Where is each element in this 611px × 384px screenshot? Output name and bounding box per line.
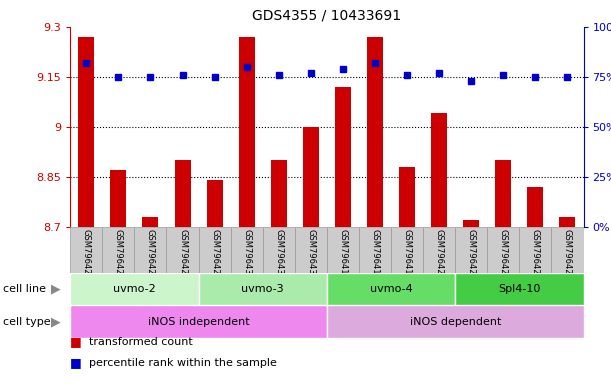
Bar bbox=[78, 37, 94, 227]
Bar bbox=[391, 227, 423, 273]
Bar bbox=[327, 273, 455, 305]
Bar bbox=[552, 227, 584, 273]
Bar bbox=[399, 167, 415, 227]
Text: percentile rank within the sample: percentile rank within the sample bbox=[89, 358, 276, 368]
Text: uvmo-2: uvmo-2 bbox=[113, 284, 156, 294]
Bar bbox=[175, 160, 191, 227]
Bar bbox=[303, 127, 319, 227]
Bar bbox=[463, 220, 479, 227]
Bar bbox=[142, 217, 158, 227]
Bar bbox=[431, 113, 447, 227]
Bar bbox=[231, 227, 263, 273]
Text: cell line: cell line bbox=[3, 284, 46, 294]
Bar bbox=[560, 217, 576, 227]
Text: uvmo-4: uvmo-4 bbox=[370, 284, 412, 294]
Bar bbox=[455, 273, 584, 305]
Bar bbox=[111, 170, 126, 227]
Bar bbox=[199, 227, 231, 273]
Bar bbox=[166, 227, 199, 273]
Text: GSM796428: GSM796428 bbox=[178, 229, 187, 280]
Bar bbox=[295, 227, 327, 273]
Text: GSM796419: GSM796419 bbox=[403, 229, 412, 280]
Text: GSM796422: GSM796422 bbox=[499, 229, 508, 280]
Bar bbox=[103, 227, 134, 273]
Bar bbox=[207, 180, 222, 227]
Text: GSM796432: GSM796432 bbox=[306, 229, 315, 280]
Text: GSM796426: GSM796426 bbox=[114, 229, 123, 280]
Bar bbox=[239, 37, 255, 227]
Text: GSM796418: GSM796418 bbox=[370, 229, 379, 280]
Text: iNOS dependent: iNOS dependent bbox=[409, 316, 501, 327]
Text: uvmo-3: uvmo-3 bbox=[241, 284, 284, 294]
Bar bbox=[496, 160, 511, 227]
Bar bbox=[455, 227, 488, 273]
Text: ■: ■ bbox=[70, 356, 82, 369]
Text: GSM796427: GSM796427 bbox=[146, 229, 155, 280]
Bar bbox=[527, 187, 543, 227]
Text: GSM796430: GSM796430 bbox=[242, 229, 251, 280]
Bar bbox=[519, 227, 552, 273]
Text: GSM796425: GSM796425 bbox=[82, 229, 91, 280]
Text: ■: ■ bbox=[70, 335, 82, 348]
Bar bbox=[70, 305, 327, 338]
Bar bbox=[271, 160, 287, 227]
Bar bbox=[327, 305, 584, 338]
Bar bbox=[335, 87, 351, 227]
Text: GSM796424: GSM796424 bbox=[563, 229, 572, 280]
Title: GDS4355 / 10433691: GDS4355 / 10433691 bbox=[252, 9, 401, 23]
Text: GSM796423: GSM796423 bbox=[531, 229, 540, 280]
Bar bbox=[70, 273, 199, 305]
Text: GSM796431: GSM796431 bbox=[274, 229, 284, 280]
Text: GSM796421: GSM796421 bbox=[467, 229, 476, 280]
Bar bbox=[134, 227, 166, 273]
Bar bbox=[423, 227, 455, 273]
Bar bbox=[70, 227, 103, 273]
Text: GSM796417: GSM796417 bbox=[338, 229, 348, 280]
Text: GSM796420: GSM796420 bbox=[434, 229, 444, 280]
Bar bbox=[327, 227, 359, 273]
Bar bbox=[199, 273, 327, 305]
Text: iNOS independent: iNOS independent bbox=[148, 316, 249, 327]
Text: ▶: ▶ bbox=[51, 283, 60, 295]
Text: GSM796429: GSM796429 bbox=[210, 229, 219, 280]
Bar bbox=[367, 37, 383, 227]
Bar bbox=[263, 227, 295, 273]
Text: ▶: ▶ bbox=[51, 315, 60, 328]
Text: cell type: cell type bbox=[3, 316, 51, 327]
Text: Spl4-10: Spl4-10 bbox=[498, 284, 541, 294]
Bar bbox=[359, 227, 391, 273]
Bar bbox=[488, 227, 519, 273]
Text: transformed count: transformed count bbox=[89, 337, 192, 347]
